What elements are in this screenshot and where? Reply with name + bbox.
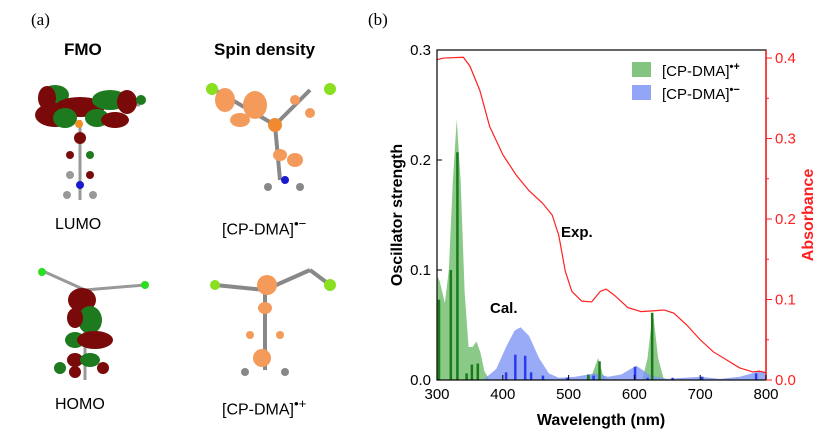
cation-caption: [CP-DMA]•+ [222, 396, 306, 419]
y-tick-label: 0.3 [410, 42, 431, 59]
panel-b-label: (b) [368, 10, 388, 29]
y2-axis-label: Absorbance [800, 169, 817, 262]
y2-tick-label: 0.2 [775, 211, 796, 228]
cation-spin-density-image [210, 268, 336, 376]
x-axis-label: Wavelength (nm) [537, 412, 665, 429]
x-tick-label: 500 [556, 386, 581, 403]
exp-annotation: Exp. [561, 224, 593, 241]
x-tick-label: 300 [424, 386, 449, 403]
y-tick-label: 0.2 [410, 152, 431, 169]
y-axis-label: Oscillator strength [389, 144, 406, 286]
lumo-caption: LUMO [55, 216, 102, 233]
x-tick-label: 400 [490, 386, 515, 403]
y2-tick-label: 0.4 [775, 50, 796, 67]
legend-swatch-cation [632, 62, 651, 77]
cation-envelope-area [437, 119, 766, 381]
fmo-header: FMO [64, 40, 102, 59]
experimental-absorbance-line [436, 56, 767, 374]
anion-caption-text: [CP-DMA] [222, 221, 294, 239]
anion-envelope-area [483, 327, 766, 380]
homo-orbital-image [38, 268, 149, 380]
y-tick-label: 0.1 [410, 262, 431, 279]
y2-tick-label: 0.3 [775, 131, 796, 148]
x-tick-label: 800 [753, 386, 778, 403]
anion-caption: [CP-DMA]•− [222, 216, 306, 239]
cation-caption-text: [CP-DMA] [222, 401, 294, 419]
homo-caption: HOMO [55, 396, 105, 413]
lumo-orbital-image [35, 85, 146, 200]
panel-a-label: (a) [31, 10, 50, 29]
y2-tick-label: 0.1 [775, 292, 796, 309]
y-tick-label: 0.0 [410, 372, 431, 389]
anion-caption-sup: •− [294, 216, 307, 231]
legend-swatch-anion [632, 85, 651, 100]
y2-tick-label: 0.0 [775, 372, 796, 389]
legend-label-cation: [CP-DMA]•+ [662, 61, 740, 80]
x-tick-label: 600 [622, 386, 647, 403]
legend: [CP-DMA]•+ [CP-DMA]•− [632, 61, 740, 103]
spin-density-header: Spin density [214, 40, 316, 59]
anion-spin-density-image [206, 83, 336, 191]
legend-label-anion: [CP-DMA]•− [662, 84, 740, 103]
x-tick-label: 700 [688, 386, 713, 403]
cal-annotation: Cal. [490, 300, 518, 317]
cation-caption-sup: •+ [294, 396, 307, 411]
